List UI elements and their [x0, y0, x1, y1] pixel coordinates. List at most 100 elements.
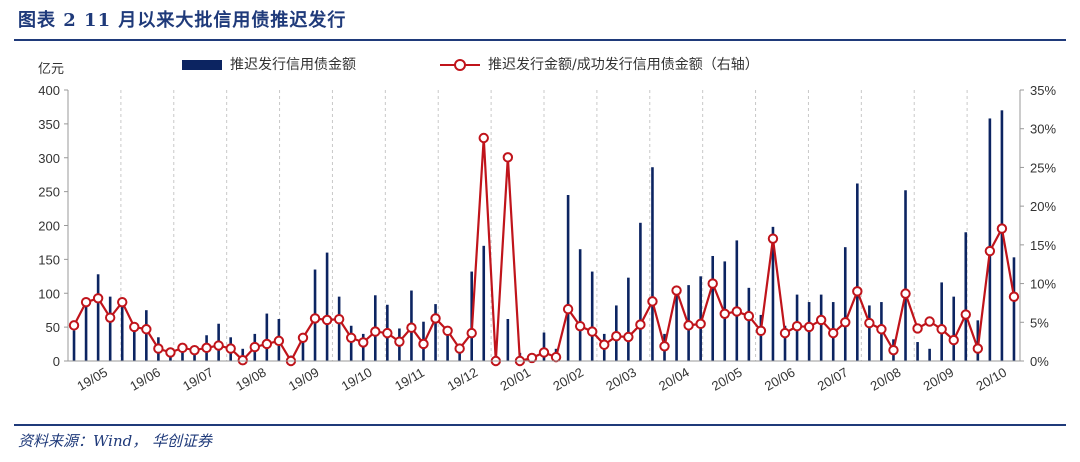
bar: [542, 332, 546, 361]
ratio-point: [960, 309, 971, 320]
axes: 0 50 100 150 200 250 300 350 400 亿元 0% 5% 10% 15% 20% 2…: [38, 62, 1056, 394]
x-tick-label: 20/02: [550, 364, 586, 393]
ratio-point: [273, 335, 285, 347]
x-tick-label: 19/06: [127, 364, 163, 393]
ratio-point: [358, 337, 369, 348]
ratio-point: [442, 325, 453, 337]
bar: [349, 325, 353, 361]
ratio-point: [743, 310, 755, 322]
ratio-point: [526, 352, 538, 364]
ratio-point: [189, 344, 200, 356]
bar: [566, 195, 570, 361]
left-tick-label: 0: [53, 354, 60, 369]
ratio-point: [731, 306, 743, 317]
left-axis-unit: 亿元: [38, 62, 64, 77]
ratio-line: [73, 137, 1016, 364]
x-tick-label: 20/08: [868, 364, 904, 393]
left-tick-label: 50: [46, 320, 60, 335]
ratio-point: [68, 320, 80, 331]
ratio-point: [599, 339, 610, 350]
ratio-point: [1008, 291, 1020, 302]
ratio-point: [117, 296, 128, 308]
ratio-point: [912, 323, 923, 334]
ratio-point: [815, 314, 827, 326]
legend-line-label: 推迟发行金额/成功发行信用债金额（右轴）: [488, 57, 759, 73]
bar: [639, 222, 642, 361]
ratio-point: [936, 324, 947, 335]
x-tick-label: 20/09: [921, 364, 957, 393]
bar: [843, 247, 847, 361]
bar: [72, 330, 76, 361]
bar: [120, 300, 124, 361]
ratio-point: [574, 320, 586, 332]
ratio-point: [345, 332, 357, 343]
bar: [711, 255, 715, 361]
ratio-point: [755, 325, 767, 337]
bar: [856, 183, 859, 361]
ratio-point: [719, 308, 730, 319]
ratio-point: [502, 152, 514, 163]
bar: [952, 296, 956, 361]
bar: [506, 318, 510, 361]
ratio-point: [623, 331, 634, 343]
right-tick-label: 10%: [1030, 277, 1056, 292]
x-tick-label: 20/01: [497, 364, 533, 393]
ratio-point: [888, 344, 899, 356]
ratio-point: [671, 285, 682, 296]
bar: [988, 118, 992, 361]
ratio-point: [153, 343, 164, 354]
grid: [120, 90, 1021, 361]
bar: [265, 313, 269, 361]
bar: [771, 226, 775, 361]
ratio-point: [249, 341, 260, 353]
bar: [1000, 110, 1004, 361]
bar: [337, 296, 341, 361]
ratio-point: [791, 320, 803, 332]
ratio-point: [840, 317, 851, 328]
ratio-point: [828, 327, 839, 339]
ratio-point: [948, 334, 959, 346]
bar: [325, 252, 329, 361]
left-tick-label: 150: [38, 252, 60, 267]
x-tick-label: 19/11: [392, 365, 427, 394]
legend-line-swatch: [440, 59, 480, 71]
bar: [783, 325, 787, 361]
left-tick-label: 300: [38, 151, 60, 166]
bar: [301, 335, 305, 361]
ratio-point: [382, 327, 393, 339]
ratio-point: [394, 336, 405, 347]
ratio-point: [418, 338, 429, 350]
x-tick-label: 19/12: [445, 364, 481, 393]
source-note: 资料来源：Wind， 华创证券: [18, 432, 212, 450]
ratio-point: [647, 296, 658, 307]
left-tick-label: 400: [38, 83, 60, 98]
bar: [241, 348, 245, 361]
bar: [675, 289, 678, 361]
bar: [96, 274, 100, 361]
bar: [132, 325, 136, 361]
ratio-point: [659, 341, 670, 352]
ratio-point: [430, 313, 441, 324]
legend-item-line: 推迟发行金额/成功发行信用债金额（右轴）: [440, 54, 759, 74]
x-tick-label: 20/10: [973, 364, 1009, 393]
ratio-point: [454, 343, 465, 354]
bar: [940, 282, 943, 361]
ratio-point: [538, 347, 550, 358]
ratio-point: [466, 327, 477, 339]
right-tick-label: 5%: [1030, 315, 1049, 330]
ratio-point: [478, 132, 489, 144]
x-tick-label: 19/07: [180, 364, 216, 393]
x-tick-label: 20/06: [762, 364, 798, 393]
bar: [759, 314, 763, 361]
ratio-point: [333, 313, 345, 325]
legend-bar-swatch: [182, 60, 222, 70]
ratio-point: [80, 296, 92, 308]
bar: [84, 303, 88, 361]
bar: [1012, 257, 1016, 361]
title-rule: [14, 39, 1066, 41]
ratio-point: [104, 312, 116, 323]
bar: [578, 249, 582, 361]
ratio-point: [321, 314, 333, 326]
ratio-point: [779, 327, 791, 339]
ratio-point: [562, 303, 574, 315]
